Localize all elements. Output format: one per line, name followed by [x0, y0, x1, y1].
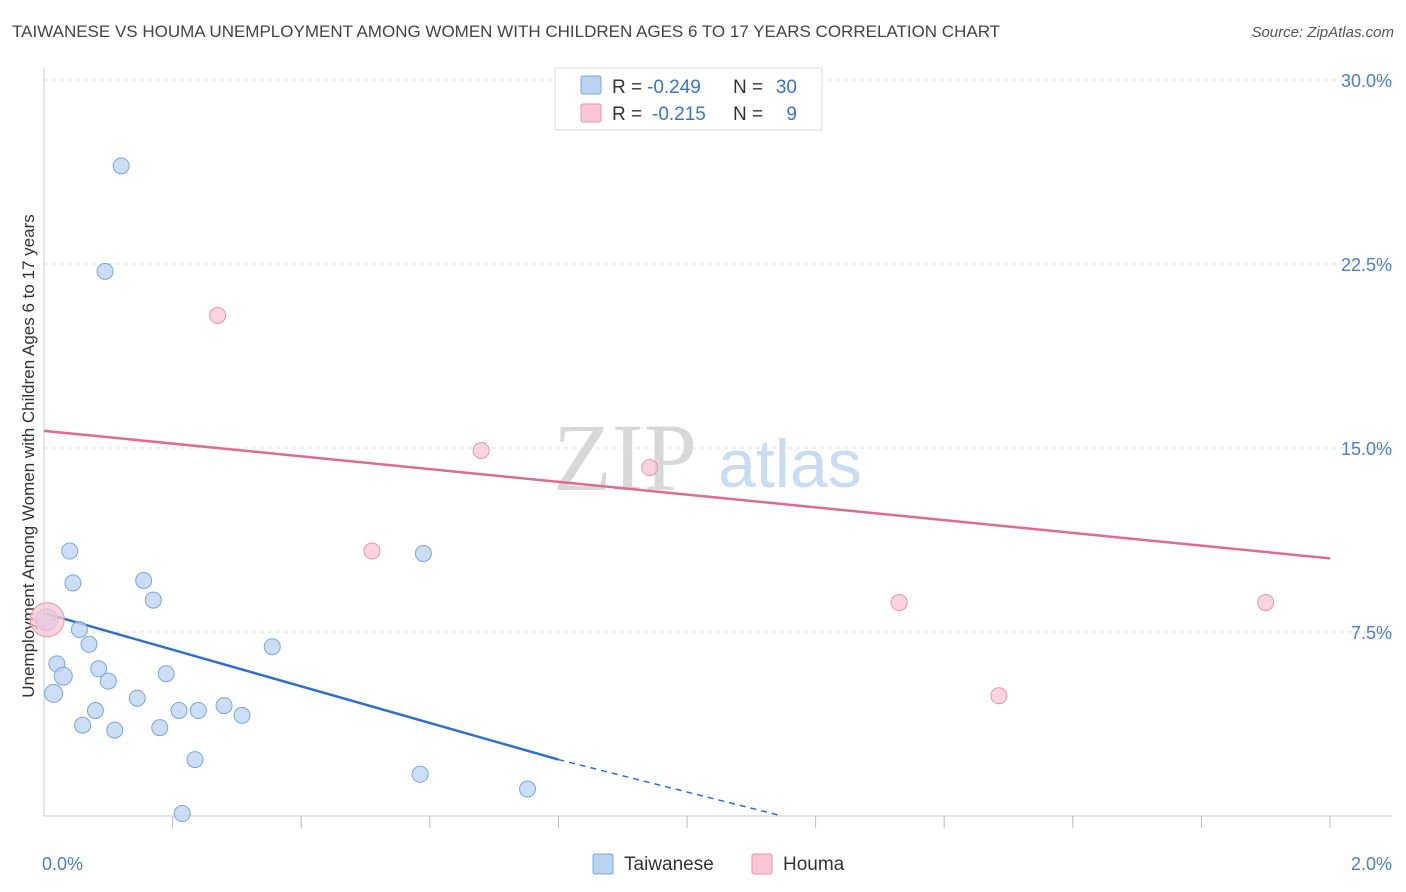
point-taiwanese	[99, 672, 117, 690]
point-taiwanese	[70, 621, 88, 639]
axes	[43, 68, 1392, 817]
y-tick-label: 22.5%	[1341, 255, 1392, 275]
trend-lines	[43, 429, 1331, 817]
point-taiwanese	[186, 751, 204, 769]
chart-source: Source: ZipAtlas.com	[1251, 24, 1394, 41]
point-houma	[472, 441, 490, 459]
legend-r-label-houma: R =	[612, 104, 642, 125]
point-houma	[1257, 594, 1275, 612]
watermark-atlas: atlas	[718, 426, 862, 502]
legend-r-value-houma: -0.215	[652, 104, 706, 125]
point-taiwanese	[173, 805, 191, 823]
series-legend-swatch-houma	[751, 853, 773, 875]
point-taiwanese	[151, 719, 169, 737]
series-legend: Taiwanese Houma	[592, 853, 845, 875]
point-taiwanese	[86, 702, 104, 720]
point-taiwanese	[189, 702, 207, 720]
point-taiwanese	[263, 638, 281, 656]
point-houma	[641, 459, 659, 477]
point-taiwanese	[233, 706, 251, 724]
legend-swatch-taiwanese	[580, 75, 602, 95]
x-axis-ticks	[172, 816, 1331, 828]
point-houma	[29, 602, 65, 638]
legend-n-label-taiwanese: N =	[733, 77, 763, 98]
point-taiwanese	[170, 702, 188, 720]
x-tick-label: 0.0%	[42, 854, 83, 874]
legend-n-value-taiwanese: 30	[776, 77, 797, 98]
correlation-legend: R = -0.249 N = 30 R = -0.215 N = 9	[554, 67, 823, 131]
point-taiwanese	[61, 542, 79, 560]
series-legend-label-houma: Houma	[783, 854, 845, 875]
point-taiwanese	[157, 665, 175, 683]
legend-n-value-houma: 9	[786, 104, 797, 125]
y-axis-label: Unemployment Among Women with Children A…	[19, 214, 38, 698]
y-tick-label: 7.5%	[1351, 623, 1392, 643]
point-taiwanese	[80, 635, 98, 653]
point-taiwanese	[53, 666, 73, 686]
x-tick-label: 2.0%	[1351, 854, 1392, 874]
legend-r-label-taiwanese: R =	[612, 77, 642, 98]
point-taiwanese	[90, 660, 108, 678]
point-taiwanese	[144, 591, 162, 609]
point-taiwanese	[44, 683, 64, 703]
x-axis-tick-labels: 0.0% 2.0%	[42, 854, 1392, 874]
watermark-zip: ZIP	[553, 404, 697, 511]
data-points	[29, 96, 1275, 823]
trend-line-taiwanese-extension	[558, 758, 783, 817]
y-tick-label: 30.0%	[1341, 71, 1392, 91]
chart-title: TAIWANESE VS HOUMA UNEMPLOYMENT AMONG WO…	[12, 22, 1001, 41]
y-axis-tick-labels: 7.5% 15.0% 22.5% 30.0%	[1341, 71, 1392, 643]
series-legend-label-taiwanese: Taiwanese	[624, 854, 714, 875]
point-taiwanese	[411, 765, 429, 783]
gridlines	[44, 79, 1392, 633]
point-taiwanese	[414, 544, 432, 562]
legend-n-label-houma: N =	[733, 104, 763, 125]
point-taiwanese	[96, 262, 114, 280]
point-taiwanese	[215, 697, 233, 715]
point-taiwanese	[64, 574, 82, 592]
point-houma	[990, 687, 1008, 705]
point-houma	[363, 542, 381, 560]
point-houma	[890, 594, 908, 612]
point-taiwanese	[74, 716, 92, 734]
trend-line-taiwanese	[46, 612, 559, 761]
point-taiwanese	[112, 157, 130, 175]
point-taiwanese	[519, 780, 537, 798]
legend-swatch-houma	[580, 103, 602, 123]
series-legend-swatch-taiwanese	[592, 853, 614, 875]
trend-line-houma	[43, 429, 1331, 560]
point-taiwanese	[135, 571, 153, 589]
point-taiwanese	[128, 689, 146, 707]
point-taiwanese	[106, 721, 124, 739]
point-houma	[209, 307, 227, 325]
legend-r-value-taiwanese: -0.249	[647, 77, 701, 98]
y-tick-label: 15.0%	[1341, 439, 1392, 459]
